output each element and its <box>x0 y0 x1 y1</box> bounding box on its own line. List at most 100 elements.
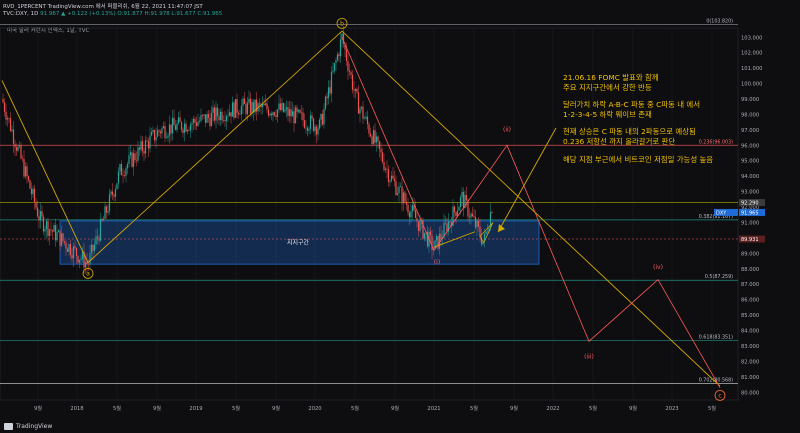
wave-label-b-circle <box>336 17 348 29</box>
candle-body <box>117 171 120 184</box>
candle-body <box>57 230 60 233</box>
candle-body <box>113 194 115 197</box>
candle-body <box>360 106 363 109</box>
candle-body <box>470 213 472 218</box>
candle-body <box>369 133 372 137</box>
candle-body <box>413 205 415 211</box>
candle-body <box>227 115 229 117</box>
candle-body <box>443 222 445 238</box>
y-tick-label: 96.000 <box>741 143 759 149</box>
candle-body <box>234 99 237 118</box>
change: ▲ +0.122 (+0.13%) <box>61 11 116 17</box>
dashed-level-tag-bg <box>739 235 765 243</box>
candle-body <box>48 229 51 236</box>
candle-body <box>338 54 340 57</box>
candle-body <box>438 233 441 249</box>
tradingview-logo-icon <box>4 423 13 430</box>
candle-body <box>189 124 192 131</box>
candle-body <box>468 216 471 218</box>
candle-body <box>51 230 54 232</box>
candle-body <box>255 99 258 112</box>
candle-body <box>396 193 399 195</box>
candle-body <box>86 261 88 265</box>
candle-body <box>401 186 403 204</box>
candle-body <box>141 141 144 152</box>
candle-body <box>80 258 82 260</box>
candle-body <box>23 158 25 177</box>
y-tick-label: 92.000 <box>741 205 759 211</box>
candle-body <box>306 127 309 131</box>
candle-body <box>134 153 136 161</box>
candle-body <box>2 99 4 103</box>
candle-body <box>446 223 448 232</box>
y-tick-label: 81.000 <box>741 375 759 381</box>
candle-body <box>263 103 265 106</box>
dxy-tag-bg <box>714 208 738 216</box>
candle-body <box>366 116 369 125</box>
candle-body <box>240 105 243 115</box>
candle-body <box>81 251 84 259</box>
x-tick-label: 2021 <box>427 406 440 412</box>
candle-body <box>17 146 19 151</box>
candle-body <box>66 248 69 252</box>
candle-body <box>399 186 402 188</box>
y-tick-label: 94.000 <box>741 174 759 180</box>
candle-body <box>38 216 40 221</box>
candle-body <box>489 212 492 229</box>
candle-body <box>440 233 442 239</box>
candle-body <box>93 244 96 251</box>
candle-body <box>237 112 240 115</box>
candle-body <box>53 225 55 232</box>
candle-body <box>164 126 166 138</box>
candle-body <box>92 244 94 251</box>
candle-body <box>171 117 174 134</box>
candle-body <box>230 112 232 117</box>
candle-body <box>419 220 421 232</box>
candle-body <box>270 113 273 116</box>
candle-body <box>329 87 331 94</box>
candle-body <box>192 118 195 124</box>
candle-body <box>341 33 343 40</box>
y-tick-label: 80.000 <box>741 390 759 396</box>
candle-body <box>44 229 46 232</box>
x-tick-label: 5월 <box>589 404 597 412</box>
candle-body <box>383 161 385 170</box>
candle-body <box>269 113 271 116</box>
candle-body <box>135 160 138 161</box>
candle-body <box>30 188 33 195</box>
candle-body <box>216 107 219 117</box>
candle-body <box>345 49 348 61</box>
annotation-arrow-line <box>497 127 557 233</box>
symbol-header: TVC:DXY, 1D 91.967 ▲ +0.122 (+0.13%) O:9… <box>3 11 222 17</box>
candle-body <box>96 236 99 238</box>
candle-body <box>300 112 303 114</box>
candle-body <box>174 125 177 130</box>
support-zone-box <box>59 220 540 265</box>
candle-body <box>282 103 285 112</box>
candle-body <box>281 103 283 110</box>
y-tick-label: 82.000 <box>741 359 759 365</box>
candle-body <box>119 164 121 172</box>
candle-body <box>251 102 253 114</box>
candle-body <box>42 216 45 232</box>
candle-body <box>378 141 381 150</box>
candle-body <box>222 120 225 121</box>
candle-body <box>353 89 355 91</box>
x-tick-label: 5월 <box>113 404 121 412</box>
candle-body <box>311 115 313 119</box>
candle-body <box>60 233 63 246</box>
candle-body <box>458 207 460 211</box>
candle-body <box>83 251 85 268</box>
candle-body <box>390 175 393 181</box>
candle-body <box>431 235 433 251</box>
candle-body <box>272 112 274 116</box>
candle-body <box>477 220 480 227</box>
candle-body <box>104 206 106 219</box>
y-tick-label: 88.000 <box>741 267 759 273</box>
candle-body <box>72 246 75 259</box>
candle-body <box>203 114 205 116</box>
candle-body <box>408 212 411 218</box>
candle-body <box>420 219 423 221</box>
indicator-label: 미국 달러 커런시 인덱스, 1날, TVC <box>7 28 90 34</box>
candle-body <box>116 183 118 190</box>
